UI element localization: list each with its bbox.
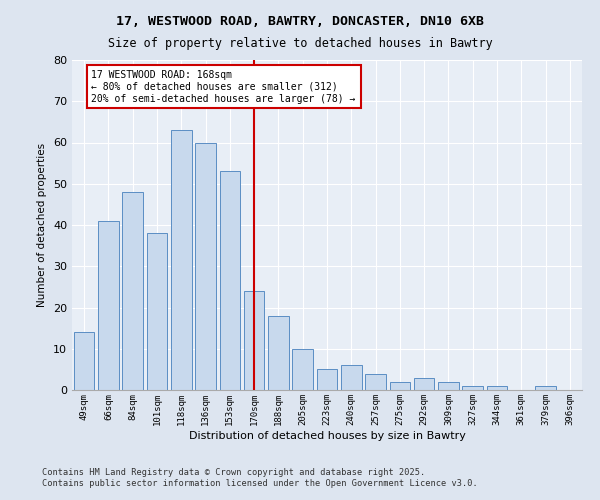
- Y-axis label: Number of detached properties: Number of detached properties: [37, 143, 47, 307]
- Bar: [317, 370, 337, 390]
- Text: Contains HM Land Registry data © Crown copyright and database right 2025.
Contai: Contains HM Land Registry data © Crown c…: [42, 468, 478, 487]
- Bar: [268, 316, 289, 390]
- Bar: [438, 382, 459, 390]
- Bar: [389, 382, 410, 390]
- Bar: [414, 378, 434, 390]
- Bar: [365, 374, 386, 390]
- Bar: [98, 221, 119, 390]
- Bar: [220, 172, 240, 390]
- Bar: [195, 142, 216, 390]
- Bar: [122, 192, 143, 390]
- X-axis label: Distribution of detached houses by size in Bawtry: Distribution of detached houses by size …: [188, 430, 466, 440]
- Bar: [171, 130, 191, 390]
- Text: 17, WESTWOOD ROAD, BAWTRY, DONCASTER, DN10 6XB: 17, WESTWOOD ROAD, BAWTRY, DONCASTER, DN…: [116, 15, 484, 28]
- Bar: [74, 332, 94, 390]
- Bar: [487, 386, 508, 390]
- Bar: [146, 233, 167, 390]
- Text: Size of property relative to detached houses in Bawtry: Size of property relative to detached ho…: [107, 38, 493, 51]
- Bar: [244, 291, 265, 390]
- Text: 17 WESTWOOD ROAD: 168sqm
← 80% of detached houses are smaller (312)
20% of semi-: 17 WESTWOOD ROAD: 168sqm ← 80% of detach…: [91, 70, 356, 104]
- Bar: [341, 365, 362, 390]
- Bar: [292, 349, 313, 390]
- Bar: [535, 386, 556, 390]
- Bar: [463, 386, 483, 390]
